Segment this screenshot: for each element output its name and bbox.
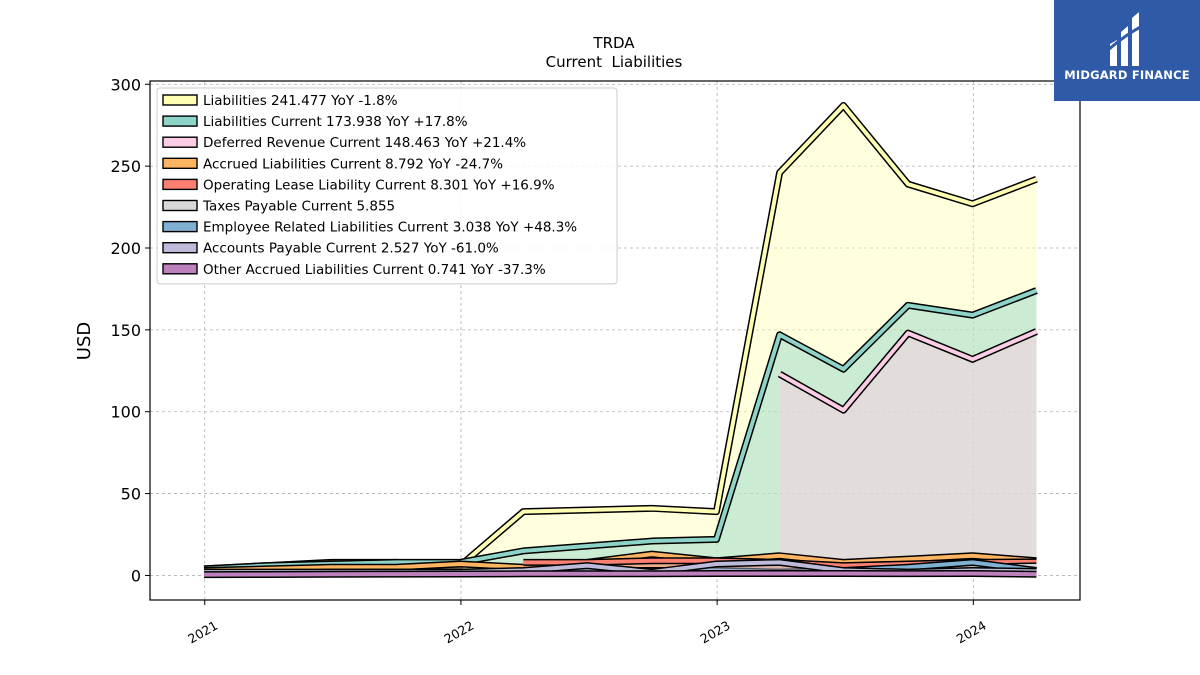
series-other-accrued-liabilities-current [204, 569, 1037, 579]
brand-logo-icon [1107, 12, 1147, 66]
legend-label: Liabilities Current 173.938 YoY +17.8% [203, 114, 468, 130]
y-tick-label: 300 [110, 75, 141, 94]
legend-label: Taxes Payable Current 5.855 [202, 199, 395, 215]
legend-swatch [162, 94, 198, 106]
legend-label: Other Accrued Liabilities Current 0.741 … [203, 262, 546, 278]
x-tick-label: 2021 [185, 618, 220, 647]
y-tick-label: 0 [131, 566, 141, 585]
y-axis-label: USD [74, 322, 95, 360]
legend-label: Deferred Revenue Current 148.463 YoY +21… [203, 135, 526, 151]
legend-swatch [162, 136, 198, 148]
chart-subtitle: Current Liabilities [546, 53, 683, 71]
plot-frame [149, 80, 1081, 601]
grid [150, 81, 1080, 600]
legend-swatch [162, 199, 198, 212]
legend-swatch [162, 178, 198, 191]
x-tick-label: 2022 [441, 618, 476, 647]
legend-swatch [162, 115, 198, 127]
series-line [203, 288, 1038, 571]
legend-swatch [162, 220, 198, 233]
legend-label: Accounts Payable Current 2.527 YoY -61.0… [203, 241, 499, 257]
brand-name: MIDGARD FINANCE [1064, 68, 1190, 82]
y-tick-label: 200 [110, 239, 141, 258]
series-area [204, 105, 1037, 576]
series-deferred-revenue-current [777, 328, 1038, 576]
x-tick-label: 2023 [698, 618, 733, 647]
legend-label: Employee Related Liabilities Current 3.0… [203, 220, 577, 236]
chart-title: TRDA [592, 34, 635, 52]
y-tick-label: 50 [121, 485, 141, 504]
series-layer [203, 102, 1038, 579]
legend-label: Accrued Liabilities Current 8.792 YoY -2… [203, 156, 503, 172]
x-tick-label: 2024 [954, 618, 989, 647]
legend-swatch [162, 157, 198, 170]
legend: Liabilities 241.477 YoY -1.8% Liabilities… [156, 87, 618, 285]
y-tick-label: 100 [110, 403, 141, 422]
legend-label: Operating Lease Liability Current 8.301 … [203, 177, 555, 193]
legend-swatch [162, 263, 198, 275]
series-line [204, 571, 1037, 577]
legend-box [156, 87, 618, 285]
legend-label: Liabilities 241.477 YoY -1.8% [203, 93, 398, 109]
brand-logo: MIDGARD FINANCE [1054, 0, 1200, 101]
y-tick-label: 150 [110, 321, 141, 340]
legend-swatch [162, 241, 198, 254]
y-tick-label: 250 [110, 157, 141, 176]
series-area [779, 331, 1037, 576]
